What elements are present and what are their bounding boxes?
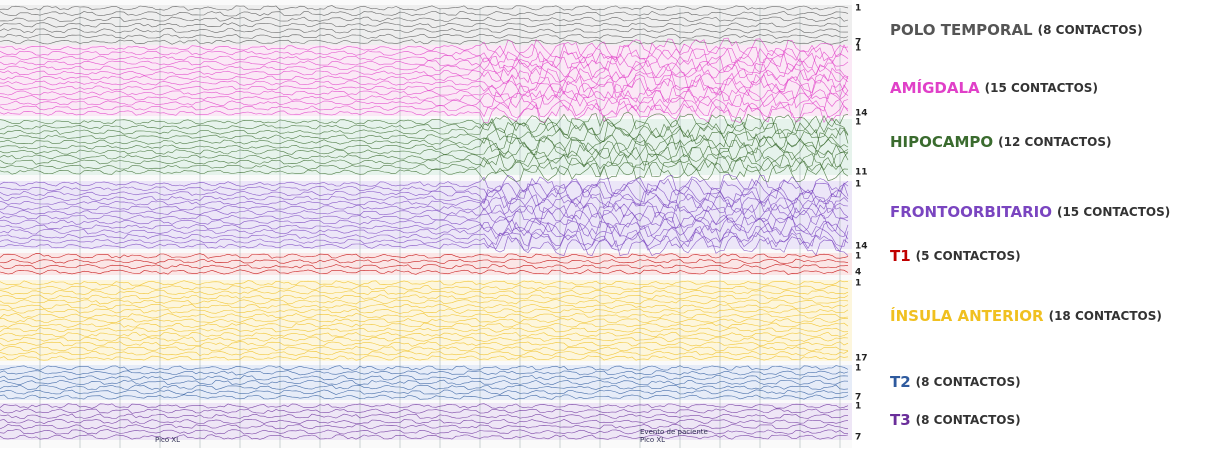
region-count: (15 CONTACTOS) — [985, 81, 1098, 95]
region-name: FRONTOORBITARIO — [890, 203, 1052, 221]
region-name: T2 — [890, 373, 911, 391]
contact-first: 1 — [855, 180, 861, 190]
region-band — [0, 403, 852, 440]
region-count: (8 CONTACTOS) — [916, 413, 1021, 427]
region-count: (8 CONTACTOS) — [916, 375, 1021, 389]
region-count: (12 CONTACTOS) — [998, 135, 1111, 149]
traces — [0, 5, 852, 448]
region-band — [0, 5, 852, 45]
contact-first: 1 — [855, 279, 861, 289]
contact-last: 7 — [855, 433, 861, 443]
region-name: ÍNSULA ANTERIOR — [890, 306, 1044, 325]
region-label: T1 (5 CONTACTOS) — [890, 247, 1021, 265]
region-name: POLO TEMPORAL — [890, 21, 1033, 39]
region-name: AMÍGDALA — [890, 78, 980, 97]
contact-first: 1 — [855, 402, 861, 412]
region-band — [0, 280, 852, 361]
region-name: HIPOCAMPO — [890, 133, 993, 151]
contact-last: 11 — [855, 168, 868, 178]
event-annotation: Evento de paciente — [640, 428, 708, 436]
region-label: ÍNSULA ANTERIOR (18 CONTACTOS) — [890, 306, 1162, 325]
contact-last: 14 — [855, 242, 868, 252]
region-count: (15 CONTACTOS) — [1057, 205, 1170, 219]
region-name: T3 — [890, 411, 911, 429]
contact-first: 1 — [855, 118, 861, 128]
contact-first: 1 — [855, 4, 861, 14]
event-annotation: Pico XL — [640, 436, 665, 444]
figure: 17POLO TEMPORAL(8 CONTACTOS)114AMÍGDALA(… — [0, 0, 1229, 448]
contact-last: 4 — [855, 268, 861, 278]
region-label: HIPOCAMPO (12 CONTACTOS) — [890, 133, 1111, 151]
event-annotation: Pico XL — [155, 436, 180, 444]
contact-first: 1 — [855, 364, 861, 374]
region-label: AMÍGDALA (15 CONTACTOS) — [890, 78, 1098, 97]
region-label: T3 (8 CONTACTOS) — [890, 411, 1021, 429]
contact-first: 1 — [855, 44, 861, 54]
region-count: (5 CONTACTOS) — [916, 249, 1021, 263]
region-label: T2 (8 CONTACTOS) — [890, 373, 1021, 391]
region-name: T1 — [890, 247, 911, 265]
region-count: (8 CONTACTOS) — [1038, 23, 1143, 37]
region-label: FRONTOORBITARIO (15 CONTACTOS) — [890, 203, 1170, 221]
region-label: POLO TEMPORAL (8 CONTACTOS) — [890, 21, 1143, 39]
contact-first: 1 — [855, 252, 861, 262]
region-count: (18 CONTACTOS) — [1049, 309, 1162, 323]
contact-last: 17 — [855, 354, 868, 364]
